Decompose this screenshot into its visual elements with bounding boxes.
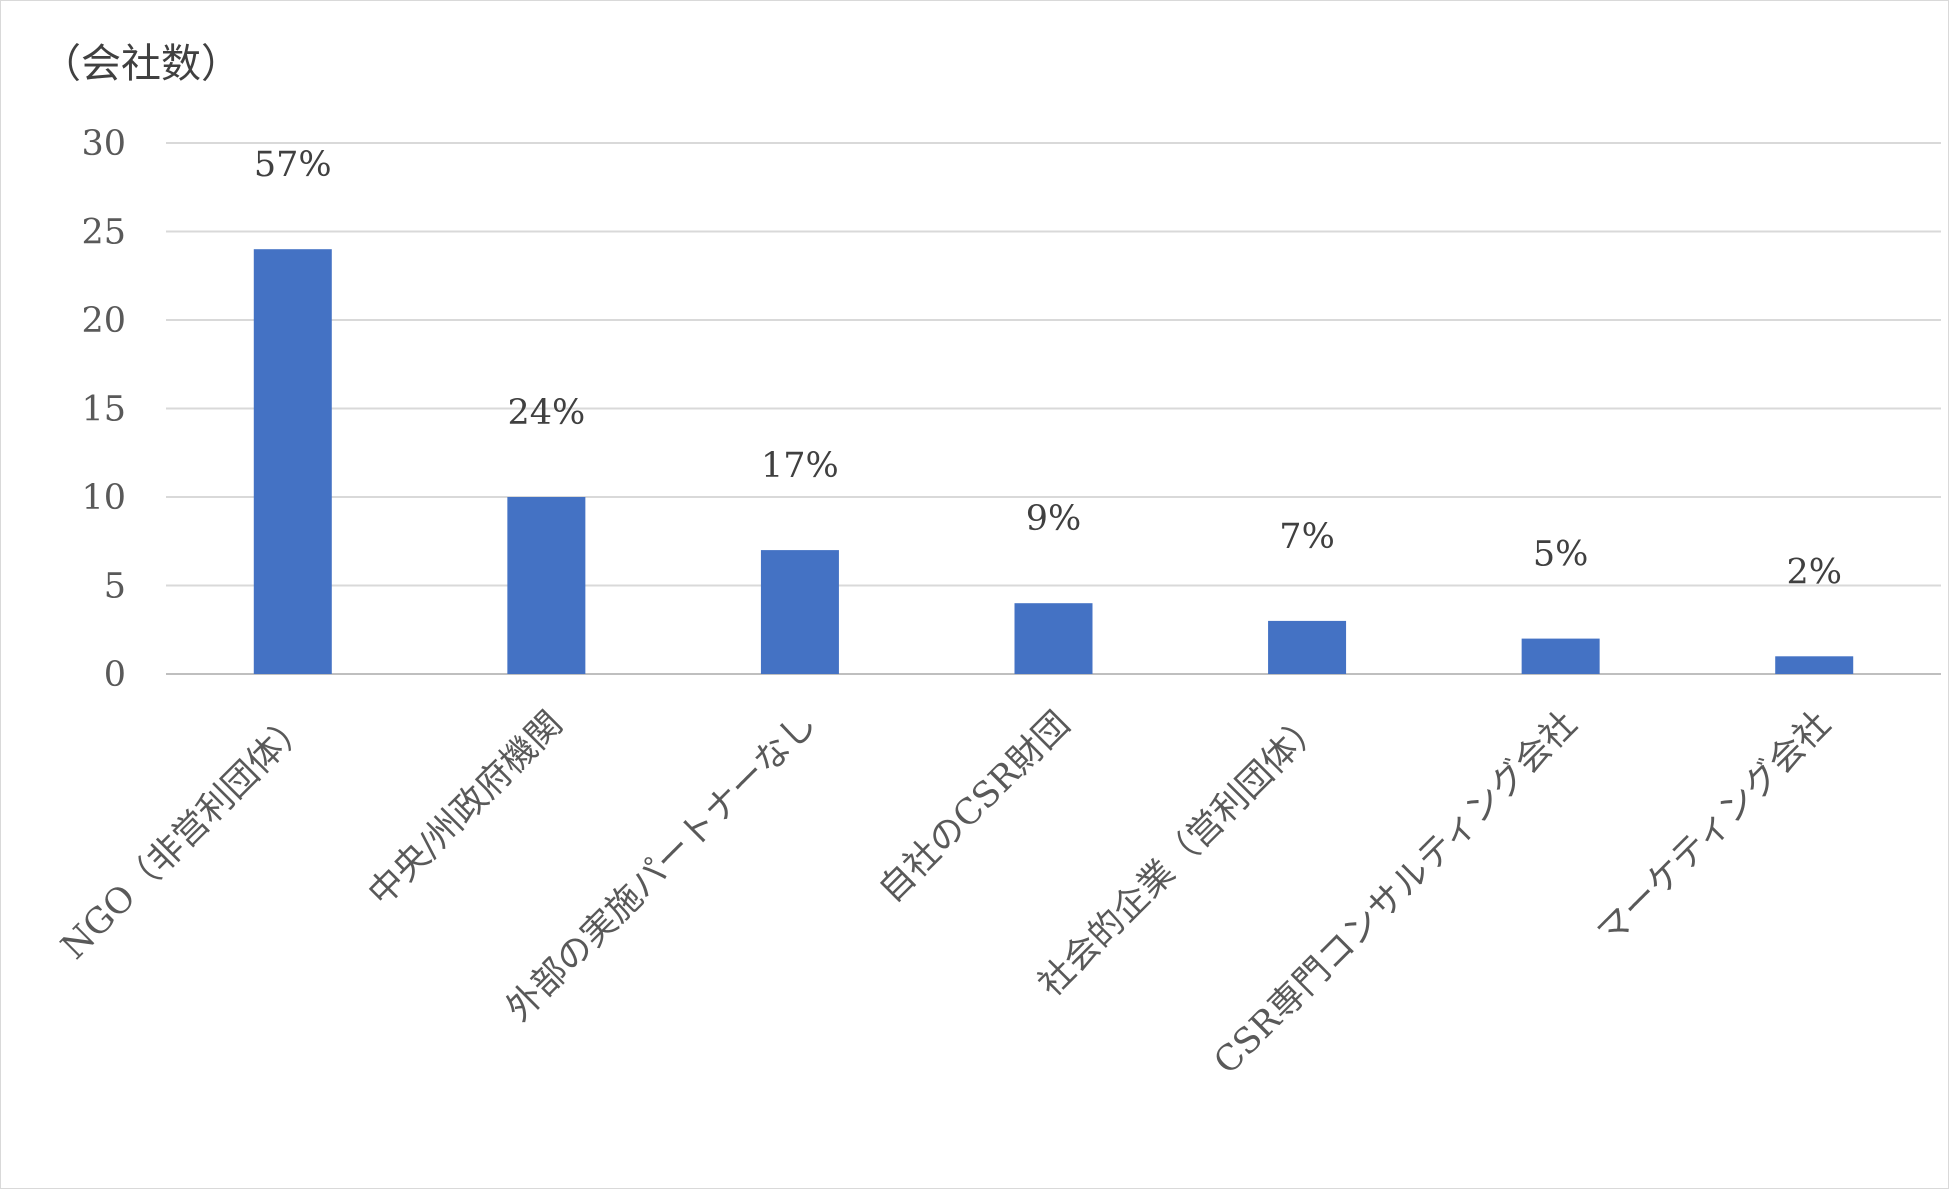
data-label: 7% (1279, 517, 1335, 557)
bar (1014, 603, 1093, 674)
bar (507, 497, 586, 674)
y-tick-label: 0 (104, 655, 126, 695)
data-label: 2% (1786, 552, 1842, 592)
y-tick-label: 20 (81, 301, 126, 341)
bar (1775, 656, 1854, 674)
data-label: 57% (254, 145, 332, 185)
category-label: 中央/州政府機関 (361, 704, 571, 914)
category-label: 社会的企業（営利団体） (1031, 704, 1332, 1005)
bars (253, 249, 1854, 674)
category-label: マーケティング会社 (1590, 704, 1839, 953)
y-tick-label: 5 (104, 567, 126, 607)
y-axis-ticks: 0 5 10 15 20 25 30 (81, 124, 126, 695)
y-tick-label: 25 (81, 213, 126, 253)
bar (1521, 638, 1600, 674)
data-labels: 57% 24% 17% 9% 7% 5% 2% (254, 145, 1842, 592)
data-label: 9% (1026, 499, 1082, 539)
gridlines (166, 142, 1941, 675)
data-label: 5% (1533, 535, 1589, 575)
y-axis-unit-label: （会社数） (41, 41, 241, 87)
y-tick-label: 30 (81, 124, 126, 164)
y-tick-label: 15 (81, 390, 126, 430)
bar (1268, 620, 1347, 674)
bar (253, 249, 332, 674)
category-label: 自社のCSR財団 (871, 704, 1078, 911)
bar (760, 550, 839, 674)
category-label: NGO（非営利団体） (54, 704, 317, 967)
data-label: 17% (761, 446, 839, 486)
y-tick-label: 10 (81, 478, 126, 518)
data-label: 24% (507, 393, 585, 433)
